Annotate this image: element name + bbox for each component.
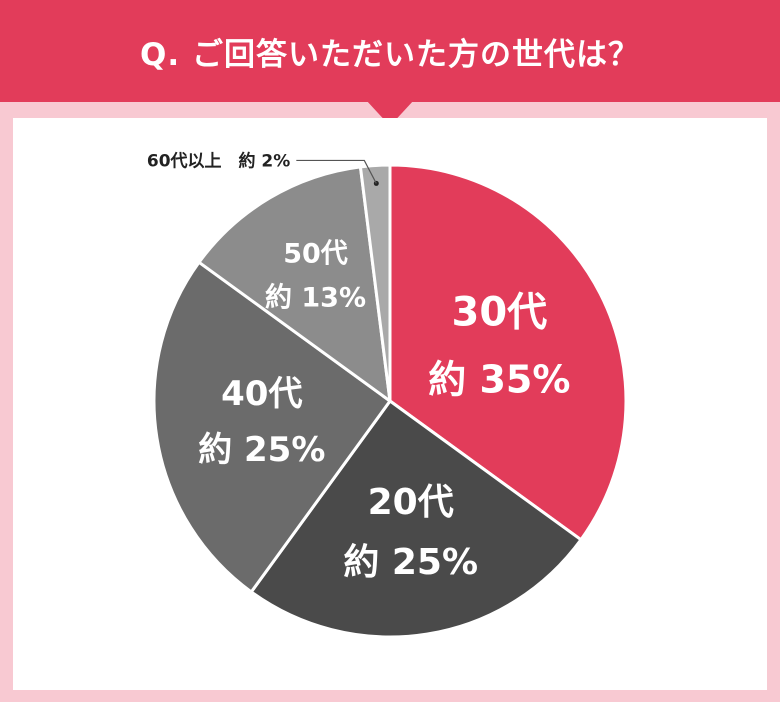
leader-line [296,159,377,184]
slice-value-label: 約 35% [428,358,570,402]
pie-slice [249,399,583,639]
slice-external-label: 60代以上 約 2% [147,150,290,171]
page-title: Q. ご回答いただいた方の世代は？ [140,36,640,73]
slice-category-label: 30代 [452,289,548,335]
pie-slice [197,165,392,403]
slice-value-label: 約 25% [198,430,325,470]
pie-slice [152,260,392,594]
slice-value-label: 約 25% [343,542,478,583]
header-bar [0,0,780,102]
pie-slice [388,163,628,542]
header-pointer [366,100,414,126]
slice-category-label: 50代 [283,239,348,270]
slice-category-label: 40代 [221,374,302,414]
slice-category-label: 20代 [368,482,454,523]
pie-slice [358,163,392,403]
slice-value-label: 約 13% [265,282,366,314]
